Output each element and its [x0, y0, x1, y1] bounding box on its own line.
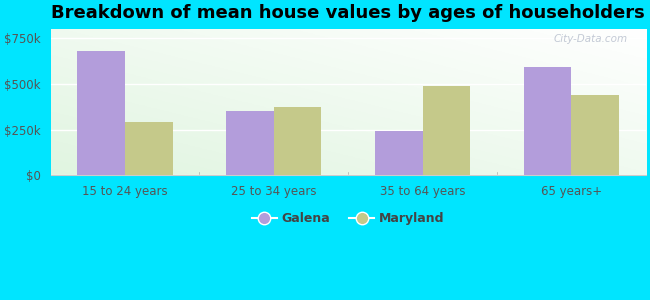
Title: Breakdown of mean house values by ages of householders: Breakdown of mean house values by ages o…	[51, 4, 645, 22]
Legend: Galena, Maryland: Galena, Maryland	[246, 207, 450, 230]
Bar	[274, 107, 321, 175]
Text: City-Data.com: City-Data.com	[554, 34, 628, 44]
Bar	[125, 122, 172, 175]
Bar	[524, 67, 571, 175]
Bar	[422, 86, 470, 175]
Bar	[77, 51, 125, 175]
Bar	[226, 111, 274, 175]
Bar	[571, 95, 619, 175]
Bar	[375, 131, 422, 175]
